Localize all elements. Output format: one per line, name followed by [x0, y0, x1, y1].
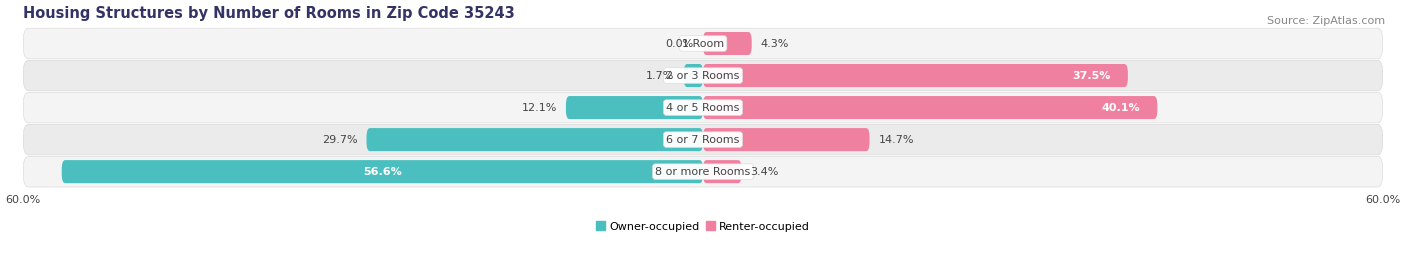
FancyBboxPatch shape [703, 32, 752, 55]
Text: 12.1%: 12.1% [522, 102, 557, 113]
Text: 4.3%: 4.3% [761, 38, 789, 48]
FancyBboxPatch shape [703, 160, 741, 183]
FancyBboxPatch shape [683, 64, 703, 87]
Text: 2 or 3 Rooms: 2 or 3 Rooms [666, 70, 740, 80]
FancyBboxPatch shape [565, 96, 703, 119]
Text: 6 or 7 Rooms: 6 or 7 Rooms [666, 134, 740, 145]
Text: 56.6%: 56.6% [363, 167, 402, 177]
Text: 1 Room: 1 Room [682, 38, 724, 48]
Text: 4 or 5 Rooms: 4 or 5 Rooms [666, 102, 740, 113]
FancyBboxPatch shape [22, 124, 1384, 155]
Text: 3.4%: 3.4% [751, 167, 779, 177]
Text: Housing Structures by Number of Rooms in Zip Code 35243: Housing Structures by Number of Rooms in… [22, 6, 515, 20]
Legend: Owner-occupied, Renter-occupied: Owner-occupied, Renter-occupied [592, 217, 814, 236]
Text: 40.1%: 40.1% [1102, 102, 1140, 113]
Text: 8 or more Rooms: 8 or more Rooms [655, 167, 751, 177]
Text: Source: ZipAtlas.com: Source: ZipAtlas.com [1267, 16, 1385, 26]
Text: 37.5%: 37.5% [1073, 70, 1111, 80]
Text: 29.7%: 29.7% [322, 134, 357, 145]
Text: 0.0%: 0.0% [665, 38, 695, 48]
FancyBboxPatch shape [22, 92, 1384, 123]
FancyBboxPatch shape [367, 128, 703, 151]
FancyBboxPatch shape [22, 28, 1384, 59]
FancyBboxPatch shape [22, 60, 1384, 91]
FancyBboxPatch shape [703, 96, 1157, 119]
FancyBboxPatch shape [22, 156, 1384, 187]
FancyBboxPatch shape [62, 160, 703, 183]
FancyBboxPatch shape [703, 128, 869, 151]
Text: 1.7%: 1.7% [647, 70, 675, 80]
Text: 14.7%: 14.7% [879, 134, 914, 145]
FancyBboxPatch shape [703, 64, 1128, 87]
